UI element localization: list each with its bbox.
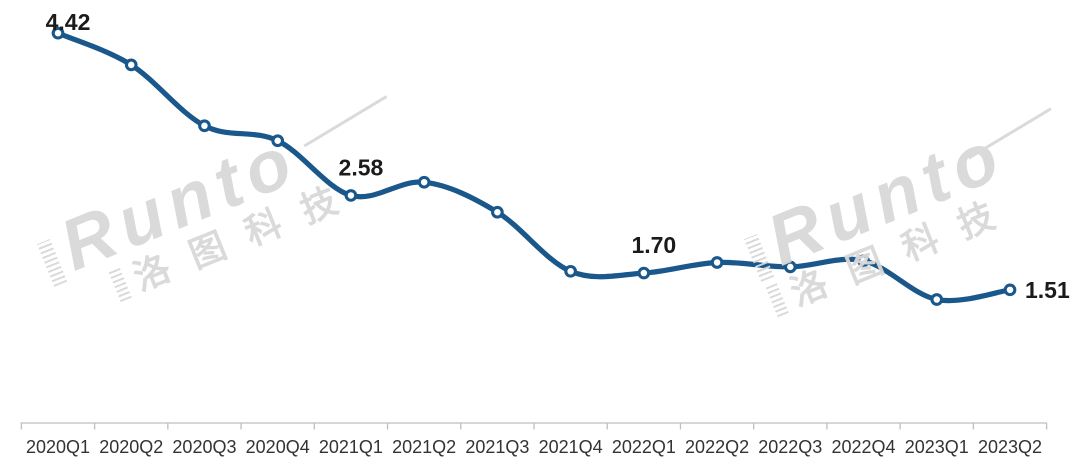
x-axis-label-2020Q4: 2020Q4 — [246, 437, 310, 457]
x-axis-label-2020Q3: 2020Q3 — [172, 437, 236, 457]
x-axis-label-2021Q3: 2021Q3 — [465, 437, 529, 457]
data-point-2020Q2 — [124, 58, 138, 72]
x-axis-label-2023Q1: 2023Q1 — [905, 437, 969, 457]
data-point-2022Q2 — [710, 256, 724, 269]
data-point-2022Q3 — [783, 260, 797, 274]
data-point-2020Q4 — [271, 134, 285, 148]
data-point-2020Q1 — [51, 26, 65, 40]
x-axis-label-2022Q4: 2022Q4 — [832, 437, 896, 457]
x-axis-label-2020Q1: 2020Q1 — [26, 437, 90, 457]
x-axis-label-2022Q1: 2022Q1 — [612, 437, 676, 457]
data-point-2021Q4 — [564, 264, 577, 278]
x-axis-label-2022Q2: 2022Q2 — [685, 437, 749, 457]
x-axis-label-2022Q3: 2022Q3 — [758, 437, 822, 457]
data-label-2020Q1: 4.42 — [46, 9, 91, 35]
data-label-2021Q1: 2.58 — [339, 154, 384, 180]
data-label-2023Q2: 1.51 — [1025, 277, 1070, 303]
x-axis-label-2023Q2: 2023Q2 — [978, 437, 1042, 457]
data-point-2021Q3 — [491, 205, 504, 219]
x-axis-label-2020Q2: 2020Q2 — [99, 437, 163, 457]
data-point-2022Q4 — [857, 254, 870, 268]
x-axis-label-2021Q2: 2021Q2 — [392, 437, 456, 457]
x-axis-label-2021Q4: 2021Q4 — [539, 437, 603, 457]
data-point-2021Q2 — [417, 175, 431, 189]
data-point-2020Q3 — [198, 119, 211, 133]
data-point-2021Q1 — [344, 189, 358, 202]
data-point-2022Q1 — [637, 266, 651, 280]
data-point-2023Q1 — [930, 293, 944, 306]
data-point-2023Q2 — [1003, 283, 1017, 297]
x-axis-label-2021Q1: 2021Q1 — [319, 437, 383, 457]
data-label-2022Q1: 1.70 — [631, 232, 676, 258]
